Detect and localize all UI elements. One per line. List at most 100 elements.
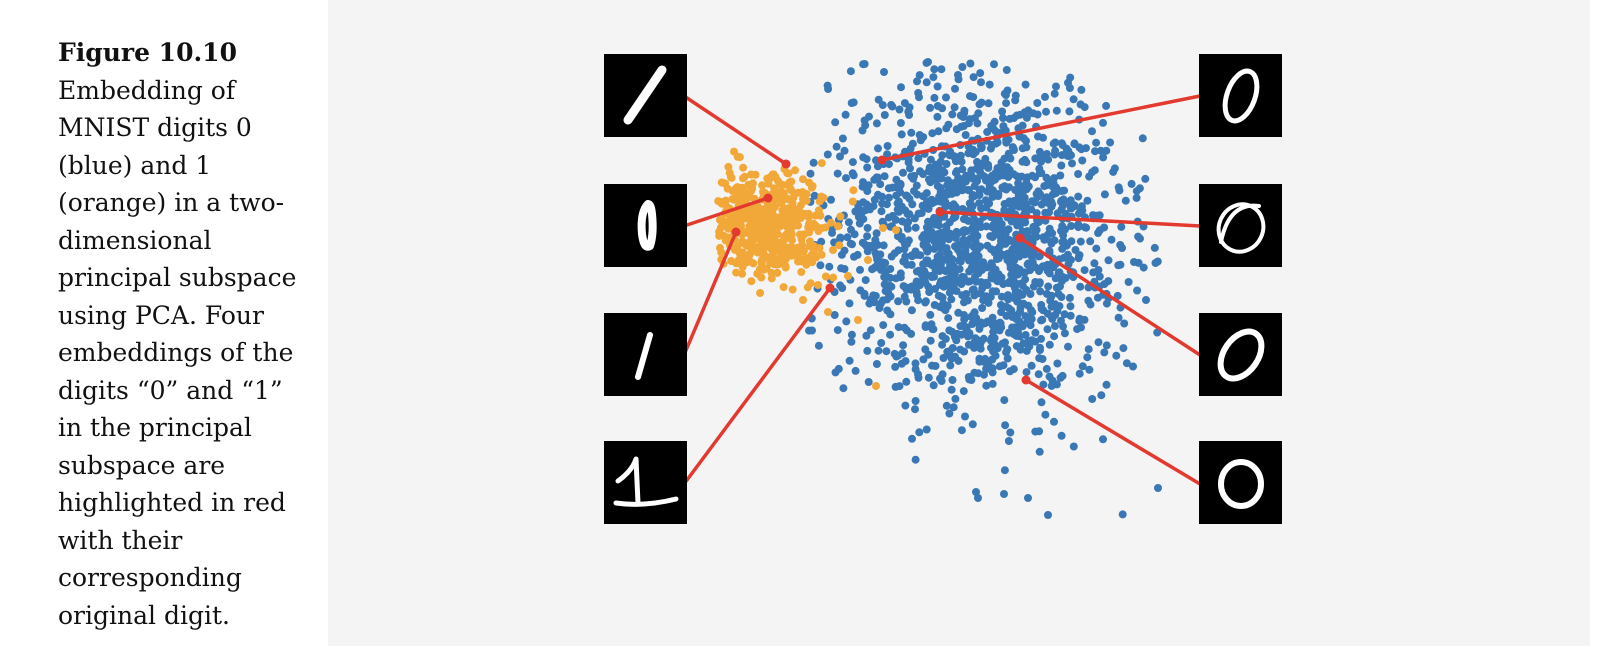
- scatter-point: [830, 311, 839, 319]
- scatter-point: [971, 273, 979, 281]
- scatter-point: [938, 104, 947, 113]
- scatter-point: [939, 354, 948, 362]
- scatter-point: [821, 272, 830, 281]
- scatter-point: [823, 150, 832, 159]
- scatter-point: [878, 192, 887, 201]
- scatter-point: [1042, 364, 1051, 373]
- scatter-point: [1066, 203, 1075, 212]
- scatter-point: [910, 214, 919, 223]
- scatter-point: [765, 174, 774, 183]
- scatter-point: [1035, 447, 1044, 456]
- scatter-point: [968, 193, 977, 201]
- scatter-point: [907, 128, 916, 137]
- scatter-point: [809, 158, 818, 167]
- scatter-point: [1133, 286, 1142, 295]
- scatter-point: [915, 71, 924, 80]
- scatter-point: [911, 397, 920, 405]
- scatter-point: [1104, 256, 1113, 265]
- scatter-point: [922, 189, 931, 198]
- scatter-point: [975, 357, 984, 366]
- scatter-point: [1097, 391, 1106, 400]
- scatter-point: [821, 223, 830, 232]
- scatter-point: [1066, 311, 1075, 320]
- scatter-point: [894, 246, 903, 255]
- scatter-point: [1066, 302, 1075, 311]
- highlight-line: [880, 94, 1202, 162]
- scatter-point: [938, 340, 947, 349]
- scatter-point: [1058, 141, 1067, 150]
- scatter-point: [935, 252, 944, 261]
- scatter-point: [1102, 341, 1111, 350]
- scatter-point: [756, 289, 765, 297]
- scatter-point: [802, 190, 811, 198]
- scatter-point: [1043, 325, 1052, 334]
- scatter-point: [997, 308, 1006, 317]
- scatter-point: [834, 222, 842, 231]
- scatter-point: [896, 119, 905, 127]
- scatter-point: [827, 218, 835, 227]
- scatter-point: [1019, 339, 1028, 348]
- scatter-point: [1127, 179, 1136, 188]
- scatter-point: [1047, 197, 1056, 206]
- scatter-point: [738, 263, 747, 271]
- scatter-point: [758, 181, 767, 190]
- scatter-point: [817, 250, 826, 259]
- scatter-point: [964, 119, 973, 128]
- scatter-point: [938, 151, 947, 160]
- highlight-line: [682, 196, 770, 228]
- scatter-point: [770, 203, 779, 212]
- scatter-point: [1032, 190, 1041, 198]
- scatter-point: [964, 332, 972, 341]
- highlight-point: [877, 155, 887, 165]
- scatter-point: [989, 319, 998, 328]
- scatter-point: [1011, 96, 1020, 105]
- scatter-point: [1011, 278, 1020, 287]
- scatter-point: [1024, 494, 1032, 502]
- scatter-point: [928, 129, 937, 138]
- scatter-point: [759, 265, 768, 274]
- scatter-point: [848, 240, 856, 249]
- scatter-point: [937, 244, 946, 253]
- scatter-point: [1077, 145, 1086, 154]
- scatter-point: [983, 281, 992, 290]
- scatter-point: [926, 103, 935, 112]
- scatter-point: [854, 316, 862, 324]
- scatter-point: [846, 67, 855, 76]
- scatter-point: [1031, 225, 1039, 234]
- scatter-point: [1003, 291, 1012, 300]
- scatter-point: [863, 224, 872, 232]
- scatter-point: [1102, 101, 1111, 110]
- scatter-point: [1095, 211, 1104, 220]
- scatter-point: [770, 260, 779, 269]
- scatter-point: [874, 346, 883, 355]
- scatter-point: [1045, 208, 1053, 217]
- scatter-point: [938, 293, 947, 302]
- scatter-point: [842, 174, 850, 183]
- scatter-point: [862, 155, 871, 164]
- scatter-point: [927, 273, 936, 281]
- scatter-point: [915, 428, 924, 437]
- scatter-point: [888, 183, 897, 192]
- scatter-point: [970, 231, 979, 240]
- scatter-point: [841, 110, 850, 119]
- scatter-point: [1034, 370, 1043, 379]
- scatter-point: [948, 376, 957, 384]
- scatter-point: [788, 203, 797, 212]
- digit-one-slanted-icon: [623, 65, 667, 125]
- scatter-point: [907, 251, 916, 260]
- scatter-point: [1015, 251, 1024, 260]
- scatter-point: [851, 366, 860, 375]
- scatter-point: [907, 329, 916, 338]
- scatter-point: [787, 177, 796, 186]
- scatter-point: [959, 387, 968, 396]
- scatter-point: [1074, 170, 1083, 178]
- scatter-point: [978, 304, 987, 312]
- scatter-point: [911, 223, 920, 232]
- scatter-point: [853, 250, 862, 259]
- scatter-point: [862, 331, 871, 340]
- scatter-point: [951, 168, 960, 177]
- scatter-point: [834, 364, 843, 373]
- scatter-point: [869, 202, 878, 211]
- scatter-point: [1000, 466, 1009, 475]
- digit-thumbnail-1-1: [604, 54, 687, 137]
